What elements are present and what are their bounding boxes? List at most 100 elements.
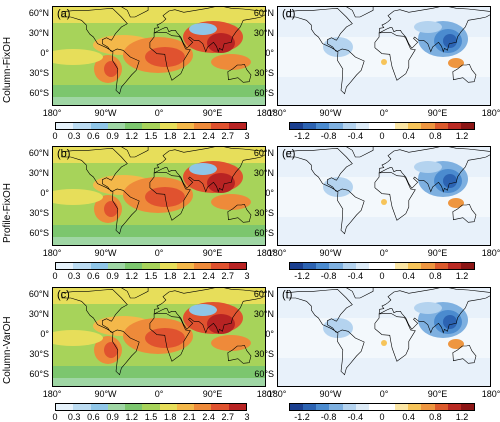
lon-tick-label: 180° [267, 248, 287, 258]
lon-tick-label: 0° [379, 248, 389, 258]
colorbar-segment [194, 123, 212, 129]
colorbar-segment [329, 404, 343, 410]
colorbar-tick-label: -1.2 [294, 271, 310, 281]
colorbar-tick-label: 2.7 [221, 412, 235, 422]
colorbar-tick-label: 0.3 [67, 412, 81, 422]
colorbar-tick-label: 0 [52, 131, 58, 141]
lat-tick-label: 60°S [254, 88, 274, 98]
lon-tick-label: 0° [154, 389, 164, 399]
colorbar-segment [176, 263, 195, 269]
colorbar-tick-label: 0.3 [67, 271, 81, 281]
lat-tick-label: 60°N [28, 289, 49, 299]
colorbar-segment [460, 263, 474, 269]
colorbar-tick-label: 1.2 [455, 271, 469, 281]
lat-tick-label: 60°S [29, 369, 49, 379]
colorbar-segment [421, 123, 435, 129]
lat-tick-label: 30°S [29, 208, 49, 218]
colorbar-segment [211, 263, 229, 269]
colorbar-segment [303, 404, 317, 410]
lon-tick-label: 90°E [427, 389, 448, 399]
colorbar-concentration [55, 403, 247, 411]
coastline-outline [286, 288, 490, 376]
colorbar-concentration [55, 262, 247, 270]
colorbar-tick-label: -1.2 [294, 412, 310, 422]
lat-tick-label: 30°S [254, 349, 274, 359]
map-field [278, 7, 490, 105]
colorbar-segment [408, 123, 422, 129]
map-panel-b: (b) [52, 146, 266, 246]
colorbar-tick-label: 0 [52, 271, 58, 281]
colorbar-tick-label: 0.8 [429, 271, 442, 281]
colorbar-segment [142, 263, 160, 269]
colorbar-segment [290, 404, 304, 410]
colorbar-segment [56, 123, 74, 129]
colorbar-segment [316, 123, 330, 129]
colorbar-segment [381, 404, 396, 410]
lat-tick-label: 30°N [28, 309, 49, 319]
lon-tick-label: 180° [256, 389, 276, 399]
colorbar-tick-label: 1.5 [144, 271, 158, 281]
colorbar-tick-label: 0.9 [106, 412, 119, 422]
colorbar-tick-label: -0.4 [347, 271, 364, 281]
lon-tick-label: 180° [256, 248, 276, 258]
lon-tick-label: 0° [379, 108, 389, 118]
colorbar-segment [316, 263, 330, 269]
colorbar-tick-label: 3 [244, 271, 250, 281]
colorbar-difference [289, 403, 475, 411]
colorbar-tick-label: 1.2 [125, 271, 139, 281]
colorbar-segment [329, 263, 343, 269]
map-field [53, 147, 265, 245]
colorbar-difference [289, 262, 475, 270]
lat-tick-label: 30°N [253, 168, 274, 178]
colorbar-tick-label: 0.8 [429, 412, 442, 422]
colorbar-segment [434, 263, 448, 269]
colorbar-tick-label: 1.5 [144, 131, 158, 141]
colorbar-tick-label: -0.4 [347, 131, 364, 141]
lat-tick-label: 0° [265, 188, 274, 198]
colorbar-tick-label: 2.1 [183, 412, 196, 422]
colorbar-segment [107, 123, 126, 129]
colorbar-tick-label: 3 [244, 412, 250, 422]
colorbar-segment [421, 404, 435, 410]
lon-tick-label: 180° [267, 108, 287, 118]
colorbar-tick-label: 1.8 [163, 131, 177, 141]
colorbar-segment [73, 123, 91, 129]
lon-tick-label: 180° [42, 248, 62, 258]
coastline-outline [61, 147, 265, 235]
lat-tick-label: 30°S [29, 349, 49, 359]
colorbar-tick-label: 2.1 [183, 131, 196, 141]
lat-tick-label: 0° [40, 48, 49, 58]
coastline-outline [286, 7, 490, 95]
colorbar-segment [211, 123, 229, 129]
colorbar-segment [460, 404, 474, 410]
colorbar-segment [395, 263, 409, 269]
colorbar-segment [395, 123, 409, 129]
lon-tick-label: 180° [481, 248, 500, 258]
lat-tick-label: 60°N [253, 148, 274, 158]
map-panel-d: (d) [277, 6, 491, 106]
lon-tick-label: 90°W [94, 389, 117, 399]
colorbar-segment [125, 404, 143, 410]
colorbar-tick-label: 0 [379, 131, 385, 141]
colorbar-tick-label: 2.1 [183, 271, 196, 281]
colorbar-tick-label: 1.2 [455, 412, 469, 422]
panel-label: (f) [282, 289, 293, 301]
colorbar-tick-label: 2.4 [202, 271, 215, 281]
map-field [278, 147, 490, 245]
colorbar-tick-label: 1.2 [125, 131, 139, 141]
colorbar-tick-label: 0.8 [429, 131, 442, 141]
colorbar-concentration [55, 122, 247, 130]
lon-tick-label: 90°E [427, 108, 448, 118]
colorbar-segment [159, 404, 177, 410]
colorbar-segment [447, 123, 461, 129]
colorbar-segment [329, 123, 343, 129]
colorbar-segment [408, 263, 422, 269]
colorbar-segment [434, 404, 448, 410]
colorbar-segment [56, 263, 74, 269]
colorbar-segment [447, 263, 461, 269]
lat-tick-label: 60°N [28, 148, 49, 158]
colorbar-tick-label: 0.9 [106, 131, 119, 141]
map-panel-e: (e) [277, 146, 491, 246]
colorbar-segment [355, 404, 369, 410]
colorbar-segment [395, 404, 409, 410]
